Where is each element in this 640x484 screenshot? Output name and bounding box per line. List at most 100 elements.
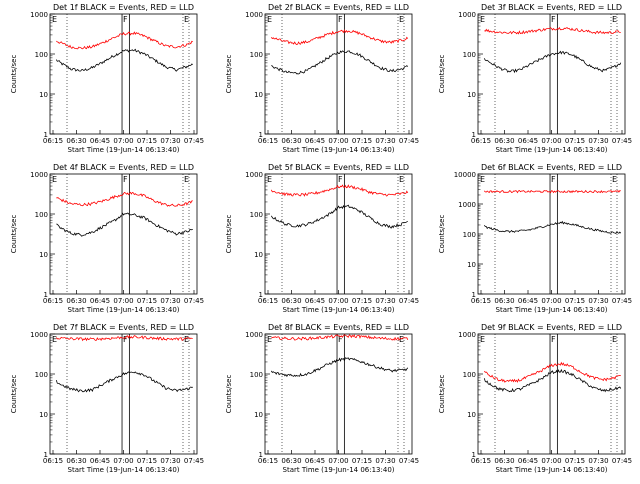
x-tick-label: 07:30	[375, 457, 395, 465]
lld-series-line	[271, 334, 409, 341]
x-tick-label: 06:15	[258, 297, 278, 305]
e-marker-label: E	[612, 175, 617, 184]
x-tick-label: 07:15	[137, 457, 157, 465]
e-marker-label: E	[612, 335, 617, 344]
x-tick-label: 06:30	[66, 297, 86, 305]
f-marker-label: F	[551, 15, 556, 24]
chart-panel: Det 2f BLACK = Events, RED = LLD 1 10 100 10…	[225, 3, 419, 154]
plot-frame	[477, 333, 626, 455]
e-marker-label: E	[267, 15, 272, 24]
e-marker-label: E	[480, 335, 485, 344]
y-tick-label: 1	[259, 131, 263, 139]
events-series-line	[483, 220, 622, 235]
x-tick-label: 06:15	[258, 457, 278, 465]
y-tick-label: 1000	[30, 171, 48, 179]
x-tick-label: 06:15	[258, 137, 278, 145]
chart-panel: Det 8f BLACK = Events, RED = LLD 1 10 100 10…	[225, 323, 419, 474]
x-tick-label: 06:30	[66, 137, 86, 145]
y-tick-label: 1000	[458, 11, 476, 19]
chart-panel: Det 4f BLACK = Events, RED = LLD 1 10 100 10…	[10, 163, 204, 314]
y-tick-label: 10	[39, 91, 48, 99]
y-tick-label: 1	[44, 291, 48, 299]
e-marker-label: E	[267, 175, 272, 184]
x-tick-label: 06:45	[305, 457, 325, 465]
x-axis-label: Start Time (19-Jun-14 06:13:40)	[283, 306, 395, 314]
x-tick-label: 06:15	[43, 137, 63, 145]
x-tick-label: 06:30	[281, 297, 301, 305]
y-tick-label: 1000	[458, 201, 476, 209]
x-axis-label: Start Time (19-Jun-14 06:13:40)	[68, 146, 180, 154]
x-axis-label: Start Time (19-Jun-14 06:13:40)	[68, 466, 180, 474]
x-tick-label: 07:00	[328, 457, 348, 465]
e-marker-label: E	[52, 335, 57, 344]
plot-frame	[49, 13, 198, 135]
lld-series-line	[270, 184, 409, 197]
e-marker-label: E	[612, 15, 617, 24]
x-tick-label: 07:15	[352, 457, 372, 465]
lld-series-line	[483, 361, 621, 383]
f-marker-label: F	[338, 175, 343, 184]
x-tick-label: 06:30	[494, 137, 514, 145]
y-axis-label: Counts/sec	[438, 375, 446, 414]
y-tick-label: 10	[39, 251, 48, 259]
f-marker-label: F	[338, 335, 343, 344]
e-marker-label: E	[52, 175, 57, 184]
y-tick-label: 1000	[458, 331, 476, 339]
y-axis-label: Counts/sec	[225, 55, 233, 94]
y-tick-label: 10000	[454, 171, 476, 179]
x-tick-label: 07:15	[565, 137, 585, 145]
x-tick-label: 07:15	[352, 137, 372, 145]
y-tick-label: 10	[467, 261, 476, 269]
y-axis-label: Counts/sec	[438, 215, 446, 254]
y-tick-label: 10	[254, 251, 263, 259]
events-series-line	[271, 50, 409, 75]
x-tick-label: 07:15	[137, 297, 157, 305]
y-tick-label: 100	[463, 51, 476, 59]
x-tick-label: 07:00	[113, 137, 133, 145]
chart-panel: Det 7f BLACK = Events, RED = LLD 1 10 100 10…	[10, 323, 204, 474]
y-tick-label: 1000	[245, 171, 263, 179]
f-marker-label: F	[123, 335, 128, 344]
chart-panel: Det 1f BLACK = Events, RED = LLD 1 10 100 10…	[10, 3, 204, 154]
x-tick-label: 07:45	[612, 297, 632, 305]
x-tick-label: 07:15	[565, 297, 585, 305]
x-tick-label: 06:45	[90, 137, 110, 145]
x-axis-label: Start Time (19-Jun-14 06:13:40)	[283, 466, 395, 474]
x-tick-label: 06:45	[305, 297, 325, 305]
x-tick-label: 07:45	[612, 137, 632, 145]
chart-title: Det 2f BLACK = Events, RED = LLD	[268, 3, 409, 12]
x-tick-label: 06:45	[518, 297, 538, 305]
y-tick-label: 1	[472, 131, 476, 139]
y-tick-label: 10	[254, 91, 263, 99]
chart-panel: Det 6f BLACK = Events, RED = LLD 1 10 100 10…	[438, 163, 632, 314]
e-marker-label: E	[399, 335, 404, 344]
x-axis-label: Start Time (19-Jun-14 06:13:40)	[496, 466, 608, 474]
y-tick-label: 100	[250, 211, 263, 219]
x-tick-label: 06:45	[90, 457, 110, 465]
lld-series-line	[484, 26, 621, 35]
lld-series-line	[56, 31, 193, 50]
events-series-line	[483, 50, 622, 74]
y-axis-label: Counts/sec	[10, 215, 18, 254]
x-tick-label: 06:30	[66, 457, 86, 465]
lld-series-line	[270, 29, 409, 45]
x-tick-label: 07:00	[328, 297, 348, 305]
x-tick-label: 06:15	[43, 457, 63, 465]
f-marker-label: F	[123, 15, 128, 24]
x-tick-label: 07:30	[160, 457, 180, 465]
x-tick-label: 07:45	[184, 297, 204, 305]
events-series-line	[56, 212, 193, 237]
plot-frame	[49, 333, 198, 455]
chart-panel: Det 3f BLACK = Events, RED = LLD 1 10 100 10…	[438, 3, 632, 154]
x-tick-label: 07:00	[541, 457, 561, 465]
x-tick-label: 07:15	[565, 457, 585, 465]
y-tick-label: 100	[35, 211, 48, 219]
y-axis-label: Counts/sec	[225, 375, 233, 414]
x-tick-label: 07:30	[375, 137, 395, 145]
y-tick-label: 100	[463, 371, 476, 379]
f-marker-label: F	[551, 335, 556, 344]
chart-title: Det 4f BLACK = Events, RED = LLD	[53, 163, 194, 172]
x-tick-label: 07:00	[113, 457, 133, 465]
